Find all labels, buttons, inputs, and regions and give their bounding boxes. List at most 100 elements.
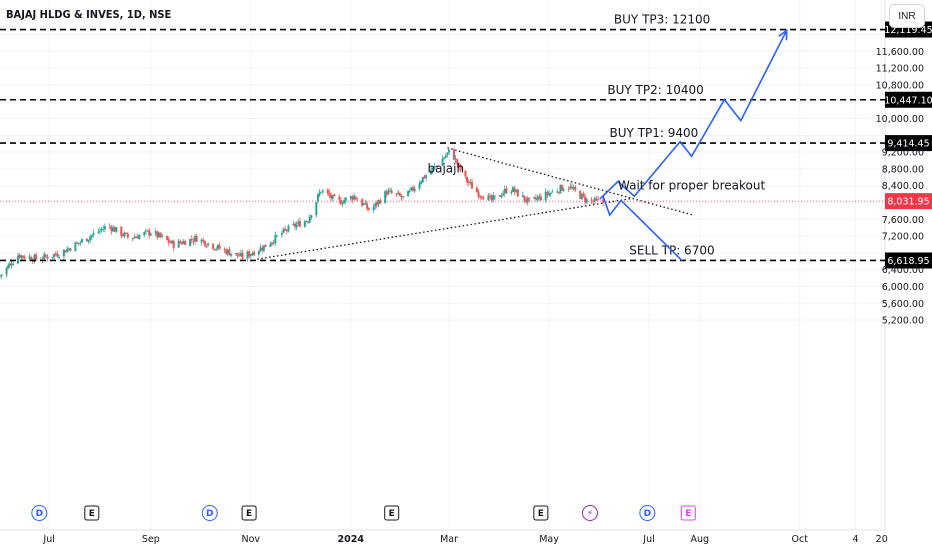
candle-body xyxy=(144,230,147,232)
event-marker-earnings: E xyxy=(241,505,257,521)
candle-body xyxy=(194,236,197,242)
candle-body xyxy=(430,170,433,175)
candle-body xyxy=(374,202,377,207)
candle-body xyxy=(287,225,290,232)
candle-body xyxy=(171,240,174,244)
candle-body xyxy=(131,238,134,240)
candle-body xyxy=(58,256,60,258)
candle-body xyxy=(257,250,260,255)
candle-body xyxy=(584,196,587,202)
candle-body xyxy=(602,199,605,203)
x-tick-label: 20 xyxy=(876,534,888,545)
candle-body xyxy=(148,230,151,236)
candle-body xyxy=(410,187,413,190)
buy-tp2-price-tag xyxy=(885,91,932,108)
candle-body xyxy=(454,158,457,160)
candle-body xyxy=(561,185,564,191)
y-tick-label: 11,600.00 xyxy=(876,47,924,58)
candle-body xyxy=(551,191,554,193)
candle-body xyxy=(513,188,516,193)
event-label: E xyxy=(246,509,252,519)
candle-body xyxy=(43,254,46,259)
x-tick-label: Aug xyxy=(691,534,710,545)
candle-body xyxy=(372,207,375,211)
symbol-label: bajajh xyxy=(427,161,464,175)
descending-trendline xyxy=(447,147,694,216)
candle-body xyxy=(538,196,541,199)
candle-body xyxy=(149,233,152,236)
candle-body xyxy=(502,193,505,196)
candle-body xyxy=(330,195,333,199)
candle-body xyxy=(341,203,344,205)
candle-body xyxy=(246,251,249,259)
candle-body xyxy=(30,257,33,261)
candle-body xyxy=(305,221,308,223)
candle-body xyxy=(490,195,493,201)
candle-body xyxy=(7,265,10,269)
candle-body xyxy=(366,203,369,209)
candle-body xyxy=(533,197,536,199)
event-marker-earnings: E xyxy=(533,505,549,521)
candle-body xyxy=(536,197,539,200)
candle-body xyxy=(467,181,470,183)
candle-body xyxy=(33,255,36,262)
candle-body xyxy=(89,236,92,240)
candle-body xyxy=(479,195,482,197)
x-tick-label: 4 xyxy=(852,534,858,545)
candle-body xyxy=(272,242,275,244)
candle-body xyxy=(338,196,341,200)
y-tick-label: 6,400.00 xyxy=(882,265,924,276)
candle-body xyxy=(12,263,15,266)
y-tick-label: 6,000.00 xyxy=(882,282,924,293)
candle-body xyxy=(17,255,20,264)
x-tick-label: Oct xyxy=(792,534,809,545)
candle-body xyxy=(385,191,388,195)
current-price-tag xyxy=(885,193,932,210)
candle-body xyxy=(54,253,57,255)
candle-body xyxy=(351,196,354,200)
chart-title: BAJAJ HLDG & INVES, 1D, NSE xyxy=(6,8,172,21)
candle-body xyxy=(595,198,598,200)
x-tick-label: May xyxy=(539,534,559,545)
candle-body xyxy=(418,183,421,189)
candle-body xyxy=(190,238,193,241)
candle-body xyxy=(421,177,424,183)
currency-selector[interactable]: INR xyxy=(889,4,925,28)
event-box xyxy=(384,505,400,521)
candle-body xyxy=(295,224,298,228)
candle-body xyxy=(200,239,203,243)
candle-body xyxy=(269,243,272,247)
candle-body xyxy=(572,187,575,189)
candle-body xyxy=(303,221,306,227)
candle-body xyxy=(582,193,585,196)
event-box xyxy=(84,505,100,521)
candle-body xyxy=(505,188,508,194)
candle-body xyxy=(433,166,436,168)
candle-body xyxy=(103,226,106,230)
candle-body xyxy=(521,195,524,197)
x-tick-label: Jul xyxy=(642,534,654,545)
candle-body xyxy=(74,242,77,252)
candle-body xyxy=(177,240,180,248)
y-tick-label: 10,800.00 xyxy=(876,80,924,91)
y-tick-label: 10,000.00 xyxy=(876,114,924,125)
candle-body xyxy=(423,176,426,179)
candle-body xyxy=(556,191,559,193)
candle-body xyxy=(339,200,342,205)
event-label: E xyxy=(685,509,691,519)
y-tick-label: 8,400.00 xyxy=(882,181,924,192)
candle-body xyxy=(574,186,577,191)
candle-body xyxy=(225,249,228,255)
candle-body xyxy=(5,267,8,275)
candle-body xyxy=(18,254,21,258)
candle-body xyxy=(362,203,365,205)
candle-body xyxy=(307,221,310,223)
candle-body xyxy=(475,187,478,193)
candle-body xyxy=(420,181,423,184)
candle-body xyxy=(264,244,267,247)
candle-body xyxy=(261,248,264,251)
candle-body xyxy=(593,197,596,202)
event-marker-dividend: D xyxy=(639,505,656,521)
